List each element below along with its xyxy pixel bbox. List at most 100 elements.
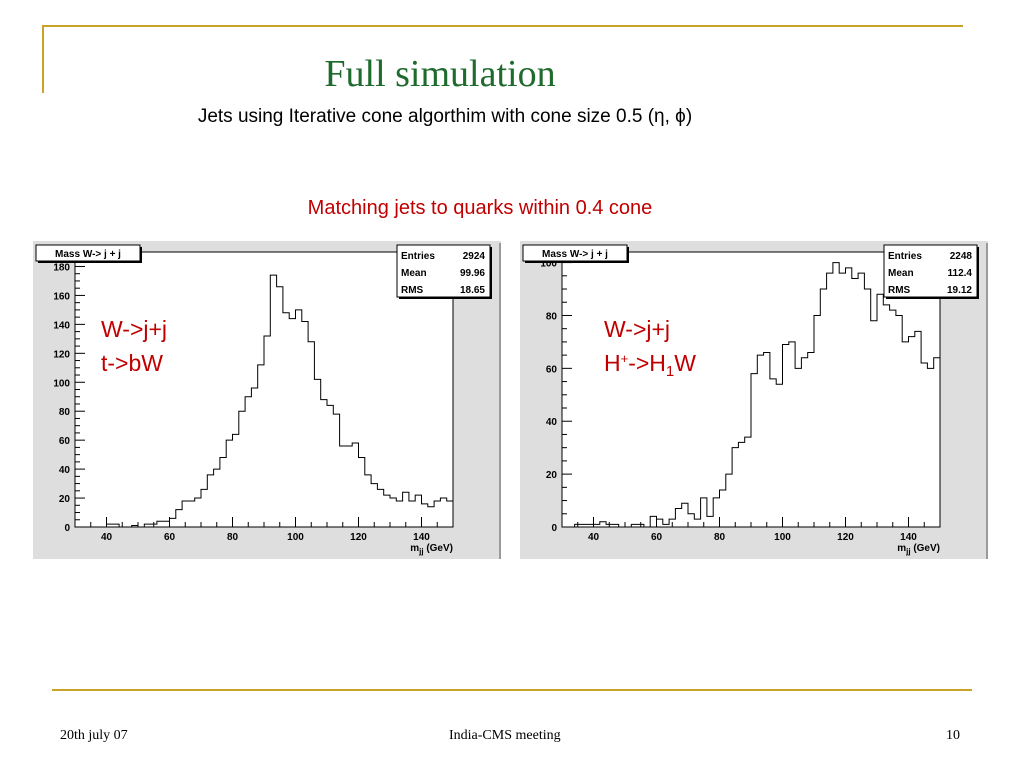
histogram-bin (409, 501, 415, 527)
stats-label: Mean (888, 268, 914, 279)
y-tick-label: 60 (546, 364, 558, 375)
stats-value: 99.96 (460, 268, 485, 279)
x-axis-title: mjj (GeV) (410, 543, 453, 556)
histogram-bin (657, 519, 663, 527)
histogram-bin (296, 310, 302, 527)
histogram-title: Mass W-> j + j (55, 249, 121, 260)
stats-value: 2924 (463, 251, 486, 262)
histogram-bin (858, 273, 864, 527)
stats-label: RMS (888, 285, 911, 296)
histogram-bin (132, 526, 138, 527)
histogram-bin (107, 524, 113, 527)
x-tick-label: 140 (413, 532, 430, 543)
histogram-bin (757, 355, 763, 527)
histogram-outline (562, 262, 940, 528)
histogram-bin (163, 521, 169, 527)
histogram-outline (75, 274, 453, 528)
histogram-bin (314, 379, 320, 527)
top-rule (42, 25, 963, 27)
histogram-bin (352, 443, 358, 527)
plot-frame (74, 251, 454, 528)
annotation-line: H+->H1W (604, 350, 696, 380)
stats-value: 18.65 (460, 285, 485, 296)
annotation-text: t->bW (101, 350, 163, 376)
title-box (522, 244, 628, 262)
y-tick-label: 20 (59, 494, 71, 505)
histogram-bin (390, 498, 396, 527)
histogram-bin (921, 363, 927, 527)
histogram-bin (713, 498, 719, 527)
histogram-bin (827, 273, 833, 527)
stats-box (883, 244, 978, 298)
histogram-bin (340, 446, 346, 527)
y-tick-label: 100 (53, 378, 70, 389)
histogram-bin (575, 524, 581, 527)
histogram-bin (650, 516, 656, 527)
footer-page-number: 10 (946, 728, 960, 743)
x-tick-label: 120 (837, 532, 854, 543)
x-axis-title: mjj (GeV) (897, 543, 940, 556)
histogram-bin (776, 384, 782, 527)
x-tick-label: 60 (164, 532, 176, 543)
histogram-bin (732, 448, 738, 527)
y-tick-label: 40 (59, 465, 71, 476)
histogram-bin (264, 336, 270, 527)
histogram-bin (934, 358, 940, 527)
y-tick-label: 20 (546, 470, 558, 481)
histogram-bin (764, 352, 770, 527)
stats-value: 19.12 (947, 285, 972, 296)
stats-box (396, 244, 491, 298)
y-tick-label: 0 (551, 523, 557, 534)
histogram-bin (308, 342, 314, 527)
x-tick-label: 80 (714, 532, 726, 543)
histogram-bin (587, 524, 593, 527)
histogram-bin (606, 524, 612, 527)
canvas-shadow (499, 243, 501, 559)
histogram-bin (151, 524, 157, 527)
histogram-bin (233, 434, 239, 527)
left-rule (42, 25, 44, 93)
histogram-bin (927, 368, 933, 527)
x-tick-label: 40 (101, 532, 113, 543)
stats-value: 112.4 (948, 268, 973, 279)
x-tick-label: 40 (588, 532, 600, 543)
stats-label: RMS (401, 285, 424, 296)
histogram-bin (833, 263, 839, 527)
y-tick-label: 180 (53, 262, 70, 273)
histogram-title: Mass W-> j + j (542, 249, 608, 260)
histogram-bin (403, 492, 409, 527)
x-axis-symbol: m (897, 543, 906, 554)
histogram-bin (612, 524, 618, 527)
x-tick-label: 100 (774, 532, 791, 543)
histogram-bin (726, 474, 732, 527)
histogram-bin (176, 510, 182, 527)
histogram-bin (258, 365, 264, 527)
histogram-bin (594, 524, 600, 527)
annotation-text: H (604, 350, 621, 376)
y-tick-label: 80 (546, 311, 558, 322)
histogram-bin (226, 440, 232, 527)
histogram-bin (327, 405, 333, 527)
stats-value: 2248 (950, 251, 973, 262)
histogram-bin (808, 352, 814, 527)
histogram-bin (783, 345, 789, 527)
x-tick-label: 140 (900, 532, 917, 543)
histogram-bin (245, 397, 251, 527)
histogram-bin (701, 498, 707, 527)
histogram-bin (396, 501, 402, 527)
y-tick-label: 120 (53, 349, 70, 360)
histogram-bin (270, 275, 276, 527)
histogram-bin (321, 400, 327, 527)
histogram-bin (346, 446, 352, 527)
x-tick-label: 120 (350, 532, 367, 543)
histogram-bin (239, 411, 245, 527)
annotation-text: W->j+j (604, 316, 670, 342)
histogram-bin (814, 315, 820, 527)
histogram-bin (688, 514, 694, 527)
stats-label: Entries (401, 251, 435, 262)
histogram-bin (890, 310, 896, 527)
bottom-rule (52, 689, 972, 691)
histogram-bin (871, 321, 877, 527)
